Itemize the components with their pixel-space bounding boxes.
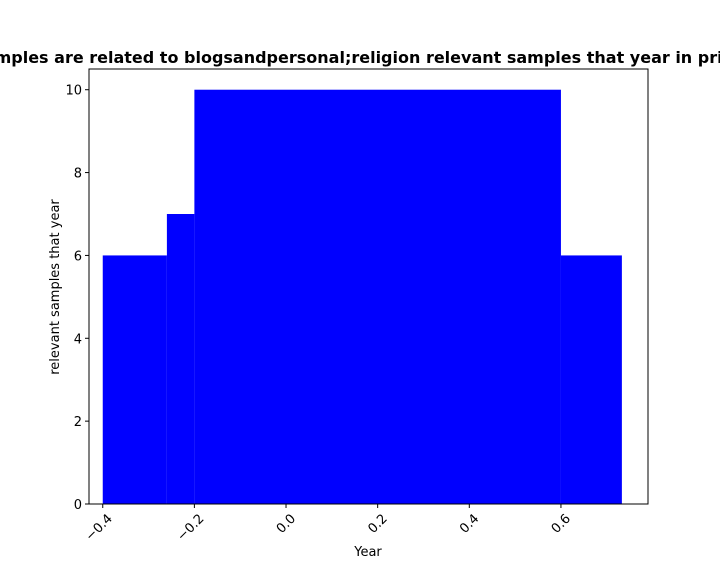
y-tick-label: 0 [74, 498, 82, 513]
bar-0 [102, 255, 167, 504]
x-tick-label: −0.4 [83, 511, 116, 544]
y-tick-label: 10 [65, 84, 82, 99]
y-tick-label: 2 [74, 415, 82, 430]
x-tick-label: 0.6 [549, 511, 574, 536]
x-tick-label: 0.2 [365, 511, 390, 536]
x-tick-label: −0.2 [174, 511, 207, 544]
x-tick-label: 0.4 [457, 511, 482, 536]
x-axis: −0.4 −0.2 0.0 0.2 0.4 0.6 [83, 504, 574, 544]
bar-1 [166, 214, 195, 504]
y-axis-label: relevant samples that year [48, 199, 63, 375]
x-axis-label: Year [353, 545, 382, 560]
y-tick-label: 4 [74, 332, 82, 347]
y-tick-label: 8 [74, 167, 82, 182]
bar-3 [560, 255, 622, 504]
plot-frame [88, 68, 649, 505]
bar-2 [194, 89, 561, 504]
chart-title: Samples are related to blogsandpersonal;… [0, 48, 720, 67]
y-axis: 0 2 4 6 8 10 [65, 84, 89, 513]
bars-layer [102, 89, 622, 504]
x-tick-label: 0.0 [274, 511, 299, 536]
y-tick-label: 6 [74, 249, 82, 264]
